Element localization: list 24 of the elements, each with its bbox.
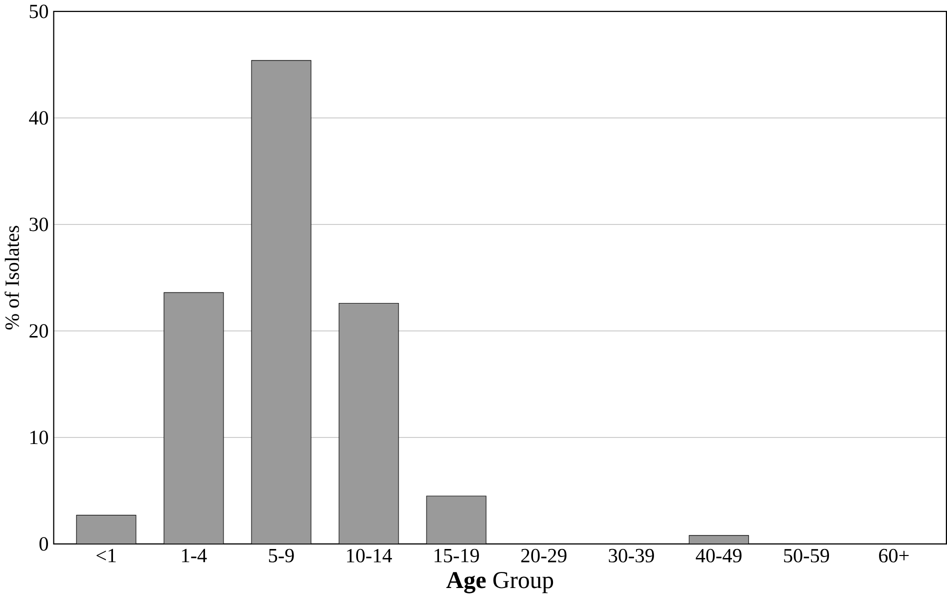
x-tick-label: 40-49	[696, 548, 742, 562]
y-tick-label: 50	[30, 4, 48, 18]
x-tick-label: 1-4	[182, 548, 207, 562]
y-tick-label: 30	[30, 218, 48, 232]
x-tick-label: 10-14	[347, 548, 392, 562]
x-tick-label: 50-59	[784, 548, 830, 562]
y-tick-label: 10	[30, 430, 48, 444]
x-tick-label: 5-9	[269, 548, 294, 562]
bar	[164, 292, 224, 544]
x-tick-label: 30-39	[608, 548, 654, 562]
x-axis-title: Age Group	[446, 572, 554, 594]
x-tick-label: <1	[96, 548, 116, 562]
x-tick-label: 20-29	[521, 548, 566, 562]
x-tick-label: 60+	[879, 548, 909, 562]
y-axis-title: % of Isolates	[4, 226, 20, 330]
bar	[76, 515, 136, 544]
bar	[339, 303, 399, 544]
bar	[426, 496, 486, 544]
y-tick-label: 0	[39, 537, 48, 551]
y-tick-label: 20	[30, 324, 48, 338]
bar	[252, 60, 312, 544]
x-tick-label: 15-19	[434, 548, 479, 562]
bar	[689, 535, 749, 544]
y-tick-label: 40	[29, 111, 48, 125]
